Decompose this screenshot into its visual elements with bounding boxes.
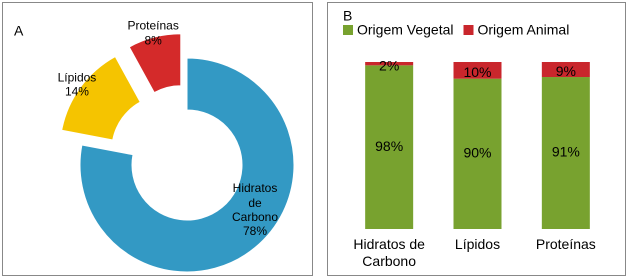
slice-label: Hidratos de Carbono 78%: [226, 181, 284, 239]
pie-slice: [79, 57, 295, 273]
slice-name: Proteínas: [127, 18, 179, 33]
bar-segment: [365, 65, 414, 229]
legend-label: Origem Vegetal: [357, 22, 454, 38]
legend-swatch: [463, 25, 474, 35]
pie-slice: [61, 55, 141, 141]
bar-segment: [453, 62, 502, 79]
value-label: 98%: [375, 138, 403, 154]
value-label: 10%: [463, 64, 491, 80]
slice-value: 8%: [144, 33, 162, 48]
value-label: 91%: [552, 144, 580, 160]
slice-label: Proteínas 8%: [124, 19, 182, 48]
legend-swatch: [343, 25, 353, 35]
legend-label: Origem Animal: [478, 22, 570, 38]
value-label: 90%: [463, 145, 491, 161]
bar-segment: [365, 62, 414, 66]
x-tick-label: Hidratos de Carbono: [353, 236, 425, 269]
slice-value: 14%: [64, 85, 89, 100]
x-tick-label: Lípidos: [454, 236, 501, 252]
slice-name: Hidratos de Carbono: [231, 181, 279, 225]
bar-segment: [541, 77, 590, 229]
slice-value: 78%: [242, 224, 268, 239]
bar-segment: [453, 78, 502, 229]
value-label: 2%: [379, 57, 399, 73]
x-tick-label: Proteínas: [535, 236, 596, 252]
pie-slice: [128, 33, 182, 94]
bar-segment: [541, 62, 590, 78]
slice-label: Lípidos 14%: [48, 71, 106, 100]
slice-name: Lípidos: [57, 70, 97, 85]
value-label: 9%: [556, 63, 576, 79]
chart-title: B: [343, 8, 352, 24]
chart-title: A: [14, 23, 24, 39]
